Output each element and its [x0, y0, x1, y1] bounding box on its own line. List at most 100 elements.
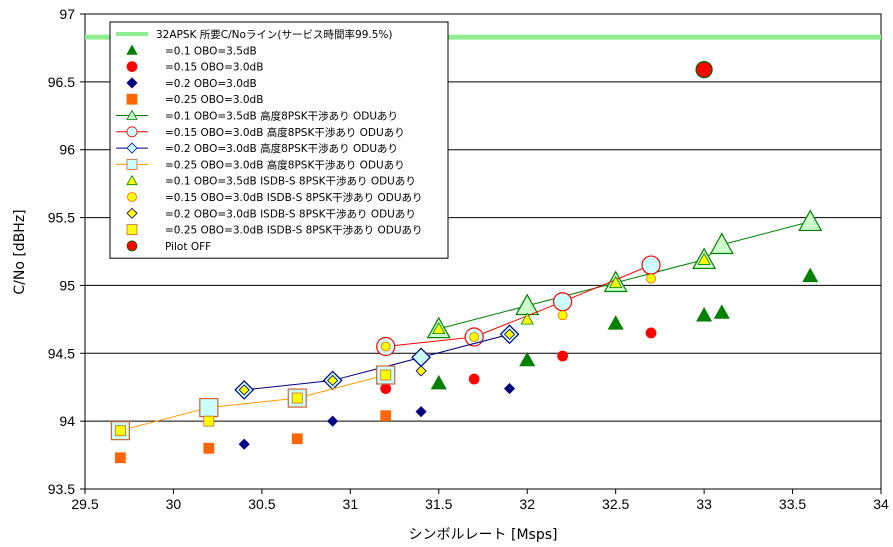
data-point: [503, 383, 516, 395]
data-point: [430, 374, 447, 390]
legend-label: =0.2 OBO=3.0dB: [165, 78, 257, 90]
data-point: [552, 292, 573, 312]
axis-ticks: 29.5 30 30.5 31 31.5 32 32.5 33 33.5 34 93.5 94 94.5…: [48, 6, 889, 512]
legend-swatch: [126, 142, 138, 154]
series-line: [438, 221, 811, 330]
data-point: [380, 410, 392, 422]
legend-item: =0.15 OBO=3.0dB 高度8PSK干渉あり ODUあり: [116, 126, 405, 139]
series-13: [695, 61, 713, 79]
x-tick-label: 32.5: [602, 496, 629, 512]
legend-item: =0.15 OBO=3.0dB ISDB-S 8PSK干渉あり ODUあり: [127, 191, 423, 204]
series-2: [380, 327, 657, 394]
data-point: [608, 275, 623, 288]
legend-swatch: [126, 224, 138, 236]
data-point: [380, 383, 392, 394]
legend-swatch: [126, 207, 138, 219]
x-tick-label: 30.5: [248, 496, 275, 512]
legend-swatch: [126, 240, 138, 252]
data-point: [557, 310, 568, 321]
data-point: [646, 273, 656, 284]
legend-swatch: [126, 61, 138, 72]
legend-item: =0.2 OBO=3.0dB: [126, 77, 257, 90]
legend-item: =0.25 OBO=3.0dB ISDB-S 8PSK干渉あり ODUあり: [126, 224, 423, 237]
data-point: [557, 350, 568, 362]
series-11: [238, 328, 516, 396]
legend-label: =0.2 OBO=3.0dB ISDB-S 8PSK干渉あり ODUあり: [165, 207, 416, 220]
data-point: [468, 373, 480, 385]
data-point: [697, 252, 711, 265]
x-tick-label: 33: [696, 496, 712, 512]
data-point: [415, 365, 427, 377]
y-tick-label: 96: [59, 142, 75, 158]
data-point: [291, 392, 303, 404]
legend: 32APSK 所要C/Noライン(サービス時間率99.5%) =0.1 OBO=3…: [109, 21, 449, 259]
y-tick-label: 97: [59, 6, 75, 22]
x-tick-label: 34: [873, 496, 889, 512]
x-tick-label: 33.5: [779, 496, 806, 512]
data-point: [203, 415, 215, 427]
data-point: [380, 369, 392, 381]
legend-item: =0.1 OBO=3.5dB 高度8PSK干渉あり ODUあり: [116, 110, 398, 123]
series-layer: [110, 61, 823, 464]
legend-label: =0.15 OBO=3.0dB: [165, 62, 263, 74]
data-point: [798, 209, 823, 232]
legend-item: 32APSK 所要C/Noライン(サービス時間率99.5%): [116, 28, 392, 41]
y-tick-label: 94.5: [48, 345, 75, 361]
legend-item: =0.15 OBO=3.0dB: [126, 61, 263, 74]
data-point: [415, 406, 427, 418]
data-point: [607, 315, 624, 330]
y-tick-label: 96.5: [48, 74, 75, 90]
legend-label: =0.25 OBO=3.0dB ISDB-S 8PSK干渉あり ODUあり: [165, 224, 423, 237]
legend-item: =0.1 OBO=3.5dB ISDB-S 8PSK干渉あり ODUあり: [126, 175, 416, 188]
series-1: [430, 267, 819, 390]
data-point: [327, 374, 339, 386]
y-tick-label: 95.5: [48, 210, 75, 226]
series-12: [114, 369, 392, 437]
y-tick-label: 94: [59, 413, 75, 429]
legend-swatch: [126, 109, 138, 120]
legend-swatch: [126, 77, 138, 89]
legend-label: =0.25 OBO=3.0dB 高度8PSK干渉あり ODUあり: [165, 158, 405, 171]
data-point: [709, 232, 734, 255]
data-point: [645, 327, 657, 339]
legend-label: =0.2 OBO=3.0dB 高度8PSK干渉あり ODUあり: [165, 142, 398, 155]
data-point: [695, 61, 713, 79]
legend-label: =0.15 OBO=3.0dB 高度8PSK干渉あり ODUあり: [165, 126, 405, 139]
y-axis-title: C/No [dBHz]: [12, 209, 28, 294]
x-tick-label: 32: [519, 496, 535, 512]
legend-label: 32APSK 所要C/Noライン(サービス時間率99.5%): [156, 28, 392, 41]
legend-item: =0.25 OBO=3.0dB 高度8PSK干渉あり ODUあり: [116, 158, 405, 171]
series-10: [380, 273, 656, 352]
legend-label: =0.1 OBO=3.5dB ISDB-S 8PSK干渉あり ODUあり: [165, 175, 416, 188]
series-4: [114, 410, 392, 464]
series-9: [432, 252, 711, 335]
legend-label: =0.25 OBO=3.0dB: [165, 94, 263, 106]
data-point: [238, 438, 250, 450]
legend-item: =0.2 OBO=3.0dB 高度8PSK干渉あり ODUあり: [116, 142, 398, 155]
x-tick-label: 31.5: [425, 496, 452, 512]
legend-item: =0.25 OBO=3.0dB: [126, 93, 263, 106]
data-point: [380, 341, 391, 352]
legend-swatch: [126, 158, 138, 170]
legend-label: =0.15 OBO=3.0dB ISDB-S 8PSK干渉あり ODUあり: [165, 191, 423, 204]
x-tick-label: 29.5: [71, 496, 98, 512]
data-point: [203, 442, 215, 454]
legend-item: Pilot OFF: [126, 240, 211, 253]
y-tick-label: 95: [59, 277, 75, 293]
data-point: [503, 328, 516, 340]
legend-swatch: [127, 192, 137, 202]
data-point: [696, 307, 713, 322]
series-line: [385, 264, 652, 347]
y-tick-label: 93.5: [48, 481, 75, 497]
series-line: [120, 374, 386, 432]
data-point: [327, 415, 339, 427]
data-point: [199, 397, 219, 418]
data-point: [469, 332, 480, 342]
data-point: [114, 425, 126, 437]
legend-item: =0.1 OBO=3.5dB: [126, 44, 257, 57]
data-point: [520, 312, 534, 325]
x-axis-title: シンボルレート [Msps]: [409, 527, 558, 543]
legend-label: Pilot OFF: [165, 241, 211, 253]
data-point: [114, 452, 126, 464]
